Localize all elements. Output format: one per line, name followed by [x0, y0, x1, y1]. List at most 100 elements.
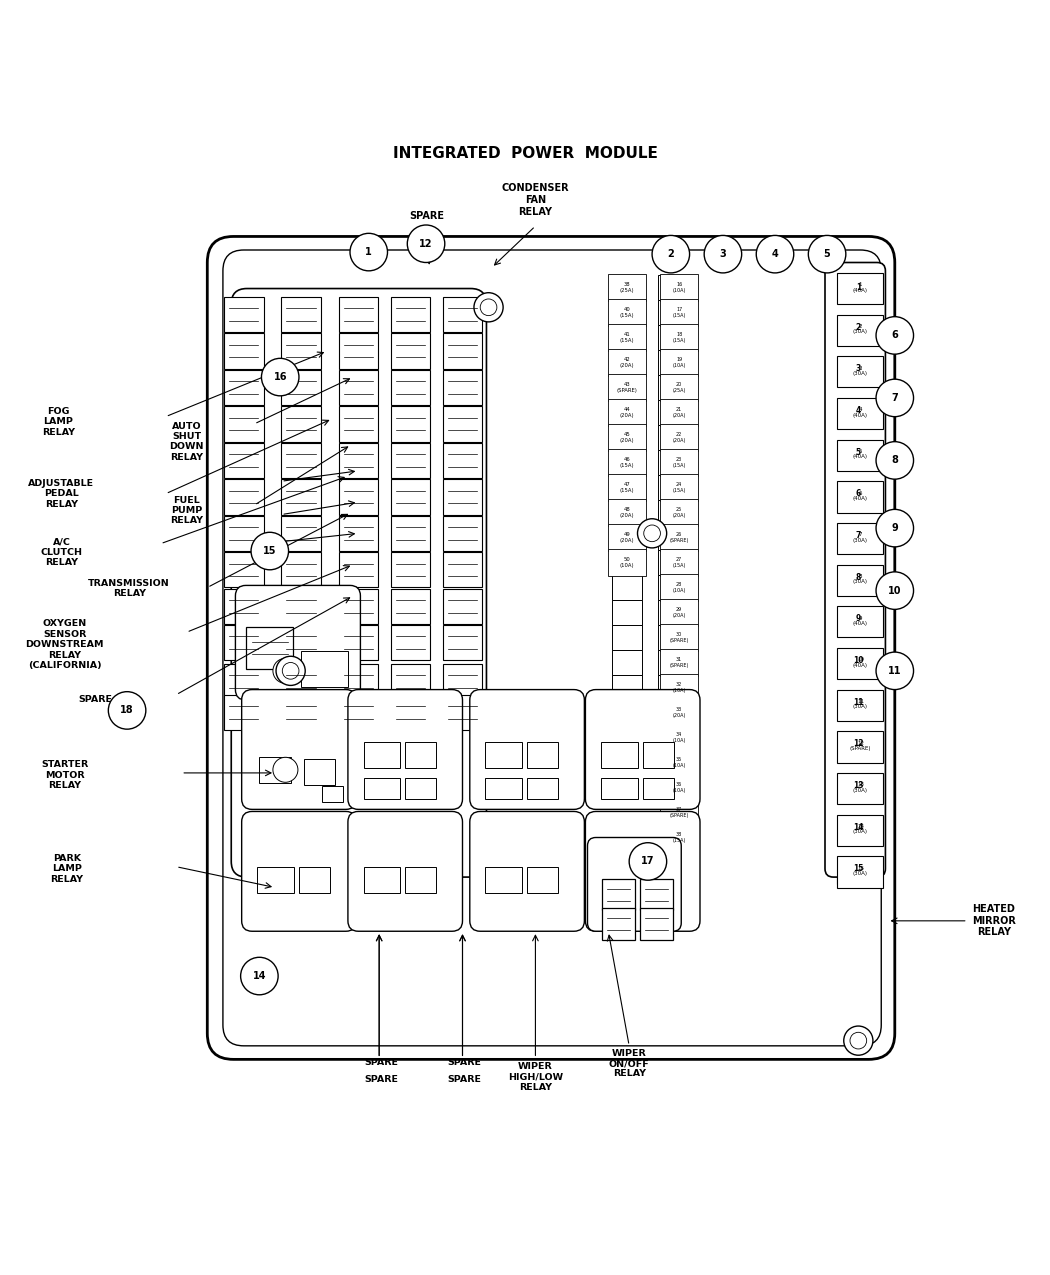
Bar	[338, 407, 378, 441]
Text: 11: 11	[888, 666, 902, 676]
Bar	[660, 574, 698, 601]
Bar	[660, 425, 698, 451]
Bar	[338, 663, 378, 699]
Bar	[838, 603, 879, 635]
Text: 40
(15A): 40 (15A)	[620, 307, 634, 317]
Bar	[838, 398, 883, 430]
Circle shape	[474, 293, 503, 321]
Bar	[612, 650, 642, 674]
Text: SPARE: SPARE	[447, 1058, 482, 1067]
Text: 16: 16	[273, 372, 287, 382]
Text: 4: 4	[772, 249, 778, 259]
FancyBboxPatch shape	[588, 838, 681, 931]
Circle shape	[637, 519, 667, 548]
Bar	[660, 699, 698, 725]
Bar	[838, 853, 879, 885]
Bar	[838, 440, 883, 470]
Bar	[224, 589, 264, 623]
Bar	[612, 601, 642, 625]
Text: 25
(20A): 25 (20A)	[672, 507, 686, 518]
Bar	[658, 601, 688, 625]
Text: 13: 13	[853, 780, 863, 790]
Bar	[608, 374, 646, 402]
Circle shape	[240, 958, 278, 994]
Text: 24
(15A): 24 (15A)	[672, 482, 686, 492]
Bar	[658, 700, 688, 725]
Text: 17: 17	[642, 857, 654, 867]
Circle shape	[273, 658, 298, 683]
Bar	[224, 297, 264, 333]
Bar	[281, 333, 321, 368]
Bar	[838, 353, 879, 384]
Circle shape	[876, 316, 914, 354]
Text: 8: 8	[856, 572, 861, 581]
Bar	[224, 625, 264, 660]
Bar	[658, 325, 688, 351]
Text: SPARE: SPARE	[79, 695, 112, 705]
Text: 1: 1	[856, 283, 861, 292]
Bar	[338, 515, 378, 551]
Bar	[391, 370, 430, 405]
Bar	[391, 333, 430, 368]
Circle shape	[407, 224, 445, 263]
Bar	[660, 774, 698, 801]
Bar	[485, 742, 522, 768]
Text: 10: 10	[888, 585, 902, 595]
Bar	[838, 815, 883, 845]
Circle shape	[108, 691, 146, 729]
Bar	[281, 515, 321, 551]
Bar	[281, 589, 321, 623]
Text: 34
(10A): 34 (10A)	[672, 732, 686, 743]
Text: HEATED
MIRROR
RELAY: HEATED MIRROR RELAY	[972, 904, 1015, 937]
Circle shape	[756, 236, 794, 273]
Bar	[658, 375, 688, 400]
Bar	[224, 442, 264, 478]
Bar	[658, 550, 688, 575]
Text: 32
(10A): 32 (10A)	[672, 682, 686, 692]
Bar	[612, 375, 642, 400]
Text: 43
(SPARE): 43 (SPARE)	[616, 382, 637, 393]
Text: 13
(30A): 13 (30A)	[853, 783, 868, 793]
Bar	[338, 552, 378, 588]
Bar	[601, 867, 637, 892]
Bar	[612, 750, 642, 775]
Bar	[443, 589, 482, 623]
Text: PARK
LAMP
RELAY: PARK LAMP RELAY	[50, 854, 83, 884]
Bar	[224, 515, 264, 551]
Text: 3: 3	[719, 249, 727, 259]
Bar	[247, 627, 293, 669]
Text: WIPER
ON/OFF
RELAY: WIPER ON/OFF RELAY	[609, 1048, 650, 1079]
Bar	[643, 778, 674, 799]
Bar	[224, 333, 264, 368]
Text: CONDENSER
FAN
RELAY: CONDENSER FAN RELAY	[502, 184, 569, 217]
Bar	[608, 474, 646, 501]
Circle shape	[480, 298, 497, 316]
Bar	[224, 407, 264, 441]
Bar	[281, 695, 321, 731]
Bar	[443, 333, 482, 368]
Bar	[612, 351, 642, 375]
Bar	[660, 599, 698, 626]
Circle shape	[282, 663, 299, 680]
Text: STARTER
MOTOR
RELAY: STARTER MOTOR RELAY	[41, 760, 88, 790]
Text: 50
(10A): 50 (10A)	[620, 557, 634, 567]
Bar	[405, 742, 437, 768]
Bar	[658, 300, 688, 325]
Bar	[660, 274, 698, 301]
Bar	[660, 524, 698, 551]
Text: 14: 14	[253, 972, 266, 980]
Bar	[612, 575, 642, 601]
Text: 4
(40A): 4 (40A)	[853, 407, 868, 418]
Circle shape	[876, 572, 914, 609]
Bar	[443, 297, 482, 333]
Text: 16
(10A): 16 (10A)	[672, 282, 686, 293]
Bar	[612, 625, 642, 650]
Bar	[838, 272, 879, 303]
Bar	[485, 867, 522, 892]
Bar	[838, 273, 883, 305]
Circle shape	[844, 1026, 873, 1056]
Text: A/C
CLUTCH
RELAY: A/C CLUTCH RELAY	[41, 537, 83, 567]
Bar	[838, 565, 883, 595]
Text: 1
(40A): 1 (40A)	[853, 282, 868, 293]
Bar	[658, 674, 688, 700]
